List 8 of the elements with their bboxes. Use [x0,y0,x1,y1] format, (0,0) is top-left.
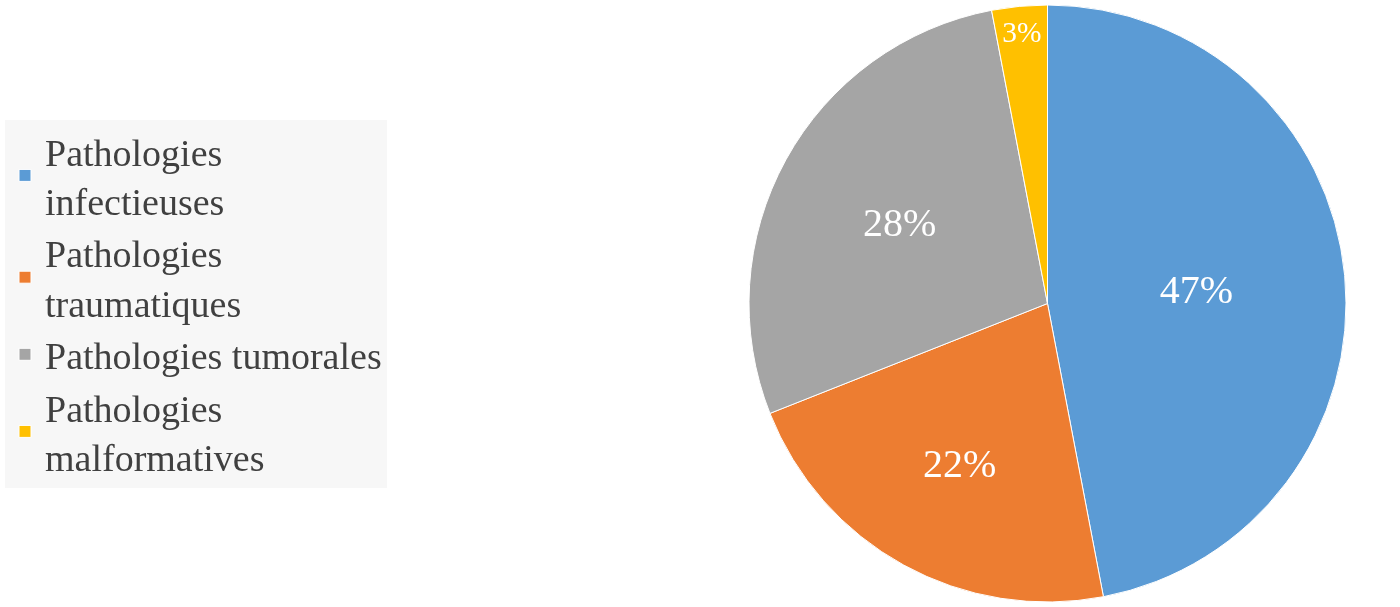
data-label: 47% [1159,266,1234,312]
data-label: 22% [923,440,997,486]
legend-label: Pathologies infectieuses [45,131,225,223]
legend-label: Pathologies traumatiques [45,233,242,325]
data-label: 3% [1002,15,1042,48]
data-label: 28% [863,199,937,245]
legend-label: Pathologies malformatives [45,387,265,479]
legend-label: Pathologies tumorales [45,335,382,378]
